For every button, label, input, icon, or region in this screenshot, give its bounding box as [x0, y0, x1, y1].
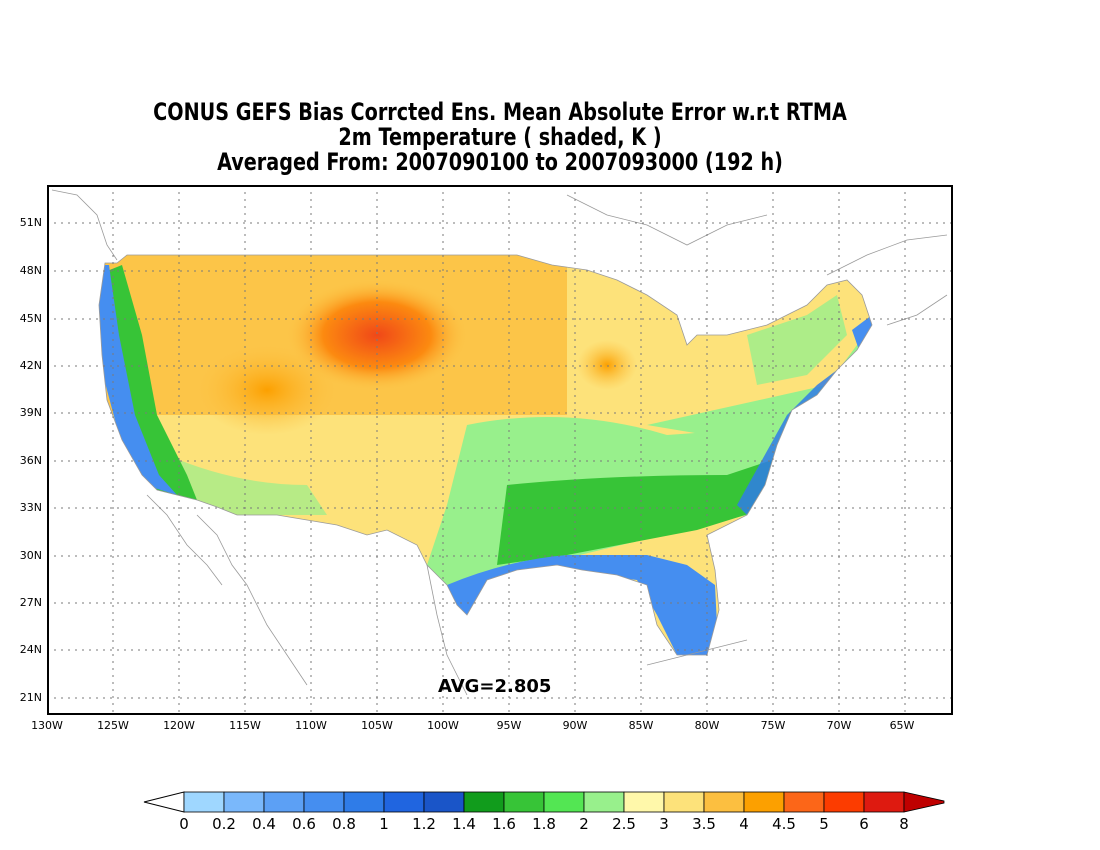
- colorbar-swatch: [863, 791, 905, 813]
- colorbar-tick-label: 0: [179, 815, 189, 833]
- lat-tick-label: 39N: [19, 406, 42, 419]
- colorbar-tick-label: 1.4: [452, 815, 476, 833]
- lat-tick-label: 21N: [19, 691, 42, 704]
- colorbar-swatch: [183, 791, 225, 813]
- colorbar-swatch: [223, 791, 265, 813]
- colorbar-under-arrow: [143, 791, 185, 813]
- colorbar-swatch: [383, 791, 425, 813]
- colorbar-tick-label: 3.5: [692, 815, 716, 833]
- colorbar-swatch: [623, 791, 665, 813]
- lat-tick-label: 48N: [19, 264, 42, 277]
- colorbar-swatch: [783, 791, 825, 813]
- lon-tick-label: 110W: [295, 719, 327, 732]
- title-line-3: Averaged From: 2007090100 to 2007093000 …: [217, 148, 783, 176]
- average-label: AVG=2.805: [438, 676, 552, 697]
- conus-map: [47, 185, 953, 715]
- colorbar-swatch: [303, 791, 345, 813]
- colorbar-tick-label: 6: [859, 815, 869, 833]
- lon-tick-label: 130W: [31, 719, 63, 732]
- colorbar-tick-label: 3: [659, 815, 669, 833]
- colorbar-tick-label: 0.6: [292, 815, 316, 833]
- colorbar-tick-label: 1.6: [492, 815, 516, 833]
- colorbar-tick-label: 1.8: [532, 815, 556, 833]
- colorbar-swatch: [703, 791, 745, 813]
- lon-tick-label: 70W: [826, 719, 852, 732]
- map-panel: [47, 185, 953, 715]
- lon-tick-label: 90W: [562, 719, 588, 732]
- map-title: CONUS GEFS Bias Corrcted Ens. Mean Absol…: [0, 100, 1000, 175]
- colorbar-swatch: [463, 791, 505, 813]
- lon-tick-label: 75W: [760, 719, 786, 732]
- colorbar-swatch: [263, 791, 305, 813]
- colorbar-swatch: [423, 791, 465, 813]
- colorbar-tick-label: 0.4: [252, 815, 276, 833]
- colorbar: [143, 791, 945, 813]
- colorbar-swatch: [343, 791, 385, 813]
- lat-lon-grid: [47, 185, 953, 715]
- lat-tick-label: 45N: [19, 312, 42, 325]
- colorbar-tick-label: 0.2: [212, 815, 236, 833]
- colorbar-swatch: [503, 791, 545, 813]
- colorbar-tick-label: 1: [379, 815, 389, 833]
- colorbar-tick-label: 8: [899, 815, 909, 833]
- colorbar-tick-label: 2: [579, 815, 589, 833]
- lat-tick-label: 36N: [19, 454, 42, 467]
- colorbar-swatch: [663, 791, 705, 813]
- lon-tick-label: 95W: [496, 719, 522, 732]
- title-line-2: 2m Temperature ( shaded, K ): [338, 123, 662, 151]
- lon-tick-label: 65W: [889, 719, 915, 732]
- colorbar-swatch: [583, 791, 625, 813]
- map-border: [47, 185, 953, 715]
- lon-tick-label: 125W: [97, 719, 129, 732]
- lat-tick-label: 24N: [19, 643, 42, 656]
- colorbar-swatch: [743, 791, 785, 813]
- shaded-field: [99, 255, 872, 655]
- lat-tick-label: 27N: [19, 596, 42, 609]
- colorbar-tick-label: 2.5: [612, 815, 636, 833]
- lon-tick-label: 80W: [694, 719, 720, 732]
- lon-tick-label: 105W: [361, 719, 393, 732]
- title-line-1: CONUS GEFS Bias Corrcted Ens. Mean Absol…: [153, 98, 847, 126]
- lat-tick-label: 33N: [19, 501, 42, 514]
- lon-tick-label: 85W: [628, 719, 654, 732]
- lat-tick-label: 51N: [19, 216, 42, 229]
- colorbar-tick-label: 1.2: [412, 815, 436, 833]
- colorbar-tick-label: 5: [819, 815, 829, 833]
- colorbar-tick-label: 4.5: [772, 815, 796, 833]
- colorbar-tick-label: 0.8: [332, 815, 356, 833]
- lat-tick-label: 42N: [19, 359, 42, 372]
- colorbar-tick-label: 4: [739, 815, 749, 833]
- colorbar-swatch: [543, 791, 585, 813]
- colorbar-swatch: [823, 791, 865, 813]
- lon-tick-label: 120W: [163, 719, 195, 732]
- lat-tick-label: 30N: [19, 549, 42, 562]
- lon-tick-label: 100W: [427, 719, 459, 732]
- lon-tick-label: 115W: [229, 719, 261, 732]
- colorbar-over-arrow: [903, 791, 945, 813]
